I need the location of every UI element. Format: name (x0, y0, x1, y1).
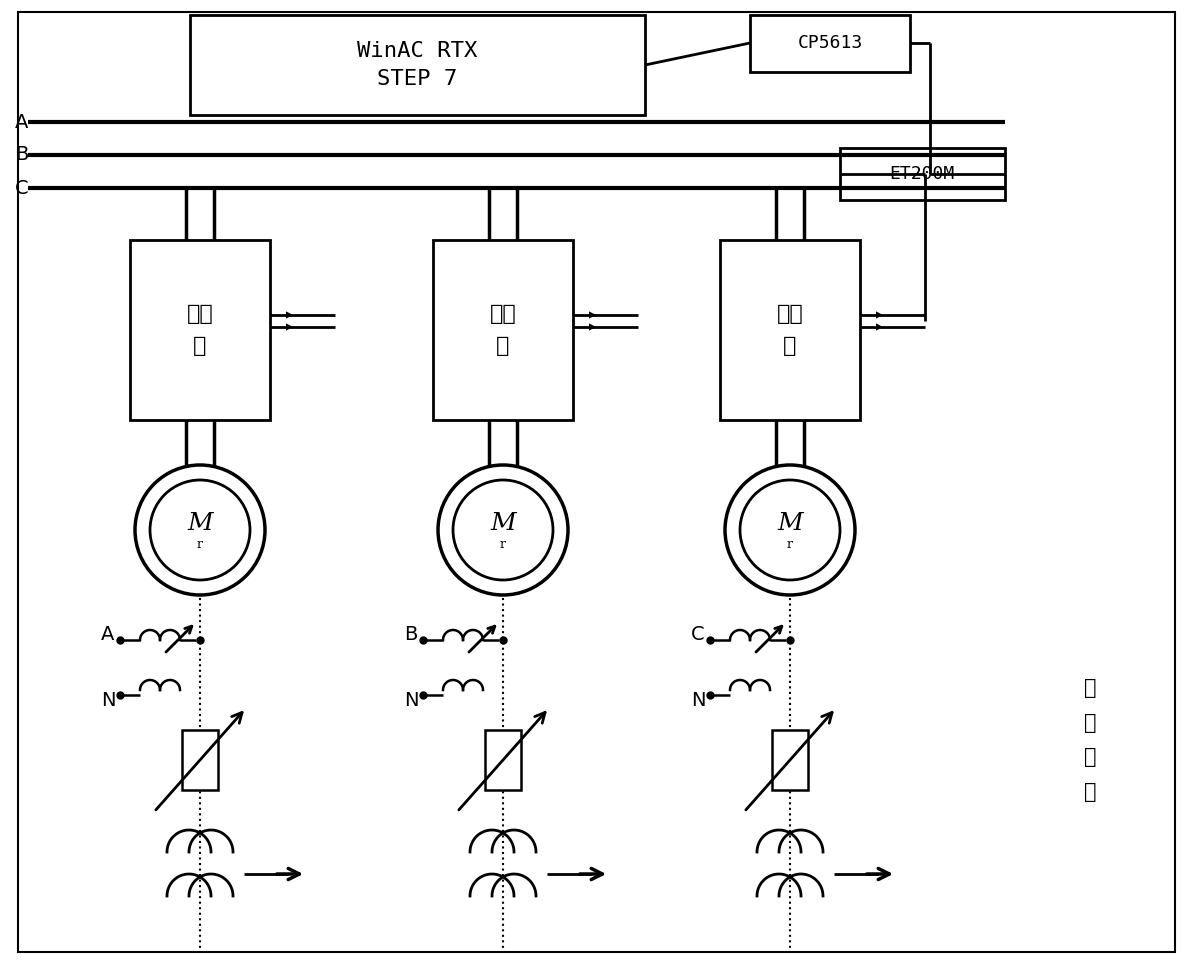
Text: 变频
器: 变频 器 (489, 305, 517, 356)
Text: N: N (100, 690, 116, 710)
Text: B: B (404, 626, 418, 645)
Bar (486, 730, 521, 790)
Text: WinAC RTX
STEP 7: WinAC RTX STEP 7 (357, 41, 477, 89)
Bar (433, 240, 573, 420)
Circle shape (135, 465, 265, 595)
Circle shape (725, 465, 855, 595)
Bar (772, 730, 808, 790)
Text: N: N (691, 690, 705, 710)
Text: r: r (500, 538, 506, 550)
Text: M: M (187, 513, 212, 535)
Text: CP5613: CP5613 (797, 34, 863, 52)
Text: 电
流
检
测: 电 流 检 测 (1083, 679, 1096, 802)
Text: N: N (403, 690, 419, 710)
Text: r: r (787, 538, 793, 550)
Bar (130, 240, 270, 420)
Text: ET200M: ET200M (889, 165, 954, 183)
Text: M: M (490, 513, 515, 535)
Text: C: C (691, 626, 705, 645)
Bar (183, 730, 218, 790)
Text: A: A (101, 626, 115, 645)
Bar (750, 15, 910, 72)
Text: 变频
器: 变频 器 (186, 305, 214, 356)
Text: C: C (16, 178, 29, 198)
Text: M: M (777, 513, 803, 535)
Bar (840, 148, 1005, 200)
Bar (190, 15, 645, 115)
Text: 变频
器: 变频 器 (777, 305, 803, 356)
Circle shape (438, 465, 568, 595)
Text: A: A (16, 113, 29, 131)
Text: r: r (197, 538, 203, 550)
Bar (721, 240, 860, 420)
Text: B: B (16, 146, 29, 165)
